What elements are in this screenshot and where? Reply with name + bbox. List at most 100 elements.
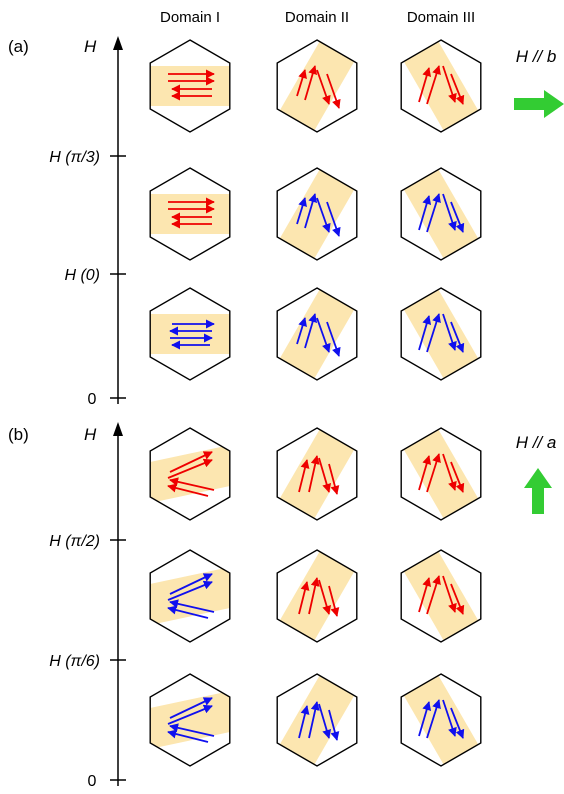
field-arrow-up-icon xyxy=(524,468,552,514)
hexagon-outline xyxy=(149,673,231,767)
domain-cell-b-2-3 xyxy=(400,549,482,643)
spin-arrow xyxy=(308,577,320,615)
spin-arrow xyxy=(450,321,465,353)
spin-arrow xyxy=(298,581,310,615)
domain-band xyxy=(277,40,357,132)
spin-arrow xyxy=(296,69,307,97)
spin-arrows xyxy=(296,313,341,357)
domain-band xyxy=(277,168,357,260)
domain-band xyxy=(401,288,481,380)
hexagon-outline xyxy=(400,39,482,133)
spin-arrow xyxy=(426,193,441,233)
spin-arrow xyxy=(450,583,465,615)
spin-arrow xyxy=(167,580,213,601)
column-header-domain-2: Domain II xyxy=(285,9,349,26)
domain-band xyxy=(277,428,357,520)
domain-cell-a-2-3 xyxy=(400,167,482,261)
spin-arrow xyxy=(426,575,441,615)
domain-band xyxy=(401,550,481,642)
axis-label-a: H xyxy=(84,37,97,56)
spin-arrow xyxy=(296,197,307,225)
spin-arrows xyxy=(168,69,215,101)
spin-arrows xyxy=(167,451,215,497)
spin-arrow xyxy=(318,703,332,739)
spin-arrows xyxy=(418,193,465,233)
spin-arrow xyxy=(167,483,209,497)
spin-arrow xyxy=(450,201,465,233)
domain-cell-a-3-2 xyxy=(276,287,358,381)
domain-band xyxy=(401,428,481,520)
spin-arrow xyxy=(326,321,341,357)
panel-label-b: (b) xyxy=(8,425,29,444)
hexagon-outline xyxy=(149,167,231,261)
spin-arrow xyxy=(328,463,340,495)
spin-arrow xyxy=(169,573,213,595)
spin-arrow xyxy=(298,705,310,739)
spin-arrow xyxy=(426,699,441,739)
tick-label-b-2: H (π/6) xyxy=(49,653,100,670)
spin-arrow xyxy=(426,65,441,105)
spin-arrow xyxy=(326,201,341,237)
tick-label-b-1: H (π/2) xyxy=(49,533,100,550)
axis-zero-b: 0 xyxy=(88,773,97,790)
spin-arrow xyxy=(326,73,341,109)
hexagon-outline xyxy=(400,287,482,381)
domain-cell-a-1-2 xyxy=(276,39,358,133)
panel-b: (b) H H (π/2) H (π/6) 0 H // a xyxy=(8,422,556,790)
domain-band xyxy=(150,444,230,504)
cell-grid-a xyxy=(149,39,482,381)
hexagon-outline xyxy=(276,549,358,643)
axis-label-b: H xyxy=(84,425,97,444)
column-header-domain-1: Domain I xyxy=(160,9,220,26)
hexagon-outline xyxy=(149,39,231,133)
panel-label-a: (a) xyxy=(8,37,29,56)
spin-arrow xyxy=(442,65,457,103)
column-header-domain-3: Domain III xyxy=(407,9,475,26)
spin-arrow xyxy=(328,585,340,617)
hexagon-outline xyxy=(276,673,358,767)
spin-arrow xyxy=(418,455,432,491)
hexagon-outline xyxy=(400,427,482,521)
spin-arrow xyxy=(318,579,332,615)
domain-cell-a-1-1 xyxy=(149,39,231,133)
spin-arrow xyxy=(450,461,465,493)
spin-arrow xyxy=(298,459,310,493)
tick-label-a-1: H (π/3) xyxy=(49,149,100,166)
spin-arrows xyxy=(418,575,465,615)
spin-arrow xyxy=(316,197,331,233)
domain-band xyxy=(277,288,357,380)
hexagon-outline xyxy=(149,549,231,643)
domain-cell-a-2-1 xyxy=(149,167,231,261)
hexagon-outline xyxy=(149,287,231,381)
spin-arrow xyxy=(418,195,432,231)
domain-cell-a-3-1 xyxy=(149,287,231,381)
spin-arrows xyxy=(418,453,465,493)
spin-arrows xyxy=(298,577,340,617)
hexagon-outline xyxy=(400,167,482,261)
domain-band xyxy=(401,40,481,132)
hexagon-outline xyxy=(149,427,231,521)
spin-arrow xyxy=(328,709,340,741)
field-direction-label-b: H // a xyxy=(516,433,557,452)
spin-arrow xyxy=(296,317,307,345)
hexagon-outline xyxy=(276,39,358,133)
field-direction-label-a: H // b xyxy=(516,47,557,66)
hexagon-outline xyxy=(276,167,358,261)
spin-arrow xyxy=(426,453,441,493)
hexagon-outline xyxy=(400,673,482,767)
domain-cell-a-3-3 xyxy=(400,287,482,381)
spin-arrow xyxy=(304,65,318,101)
spin-arrow xyxy=(308,455,320,493)
domain-cell-b-3-3 xyxy=(400,673,482,767)
domain-cell-b-1-1 xyxy=(149,427,231,521)
hexagon-outline xyxy=(276,287,358,381)
tick-label-a-2: H (0) xyxy=(64,267,100,284)
domain-band xyxy=(401,674,481,766)
spin-arrow xyxy=(169,697,213,719)
spin-arrows xyxy=(167,697,215,743)
domain-band xyxy=(401,168,481,260)
axis-arrowhead-a xyxy=(113,36,123,50)
spin-arrows xyxy=(298,455,340,495)
spin-arrow xyxy=(304,193,318,229)
spin-arrow xyxy=(450,73,465,105)
